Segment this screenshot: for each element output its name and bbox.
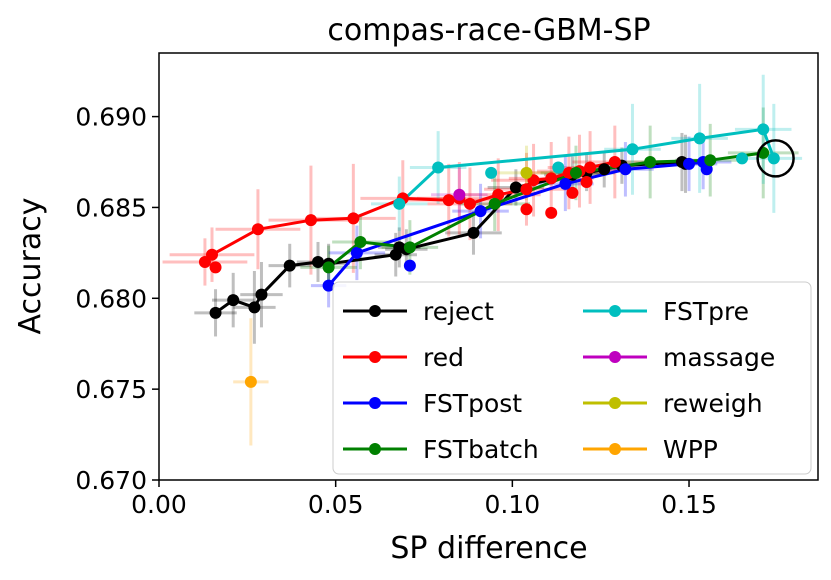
x-axis: 0.00 0.05 0.10 0.15 [131,480,717,519]
fstpre-point [432,161,445,174]
legend-red-label: red [423,343,464,372]
reject-point [283,259,296,272]
fstpost-point [403,259,416,272]
fstpost-point [350,246,363,259]
wpp-point [244,375,257,388]
legend-fstbatch-label: FSTbatch [423,435,539,464]
fstbatch-point [322,261,335,274]
red-point [463,197,476,210]
highlight-layer [756,139,795,178]
highlight-circle [756,139,795,178]
massage-point [453,188,466,201]
red-point [608,156,621,169]
fstbatch-point [354,235,367,248]
legend-massage-label: massage [663,343,775,372]
red-point [520,183,533,196]
chart-title: compas-race-GBM-SP [327,13,650,48]
legend-fstpre-marker [609,305,621,317]
y-tick-label: 0.670 [75,466,147,495]
fstpost-point [322,279,335,292]
red-point [304,214,317,227]
legend-massage-marker [609,351,621,363]
y-axis: 0.670 0.675 0.680 0.685 0.690 [75,103,159,495]
fstpre-point [757,123,770,136]
fstpre-point [693,132,706,145]
legend-reject-marker [369,305,381,317]
red-point [580,176,593,189]
reject-point [598,163,611,176]
fstbatch-point [644,156,657,169]
red-point [209,261,222,274]
reject-point [509,181,522,194]
y-tick-label: 0.680 [75,284,147,313]
y-tick-label: 0.685 [75,193,147,222]
x-tick-label: 0.15 [661,490,717,519]
legend-wpp-marker [609,443,621,455]
legend-fstpost-label: FSTpost [423,389,522,418]
reject-point [248,301,261,314]
legend-fstpost-marker [369,397,381,409]
fstpost-point [619,163,632,176]
fstpost-point [559,177,572,190]
red-point [566,186,579,199]
red-point [520,203,533,216]
fstbatch-point [488,197,501,210]
reject-point [312,255,325,268]
legend-fstbatch-marker [369,443,381,455]
red-point [584,161,597,174]
red-point [347,212,360,225]
x-tick-label: 0.05 [308,490,364,519]
fstpre-point [552,161,565,174]
reject-point [255,288,268,301]
legend-box [332,281,812,475]
plot-frame [158,52,819,481]
fstpre-point [485,166,498,179]
red-point [545,172,558,185]
fstpost-point [474,205,487,218]
fstbatch-point [403,241,416,254]
red-point [206,248,219,261]
legend-red-marker [369,351,381,363]
fstpost-point [700,163,713,176]
reject-point [467,226,480,239]
fstbatch-point [704,154,717,167]
series-points [198,123,780,388]
fstbatch-point [569,166,582,179]
legend: reject red FSTpost FSTbatch FSTpre massage rew… [332,281,812,475]
y-tick-label: 0.675 [75,375,147,404]
red-point [442,194,455,207]
y-tick-label: 0.690 [75,103,147,132]
reweigh-point [520,166,533,179]
y-axis-title: Accuracy [13,198,48,335]
fstpre-point [626,143,639,156]
x-axis-title: SP difference [390,531,587,566]
legend-reweigh-marker [609,397,621,409]
fstpre-point [767,152,780,165]
x-tick-label: 0.10 [485,490,541,519]
reject-point [227,294,240,307]
legend-wpp-label: WPP [663,435,718,464]
reject-point [209,306,222,319]
legend-fstpre-label: FSTpre [663,297,749,326]
x-tick-label: 0.00 [131,490,187,519]
fstpost-point [683,157,696,170]
red-point [492,188,505,201]
legend-reject-label: reject [423,297,494,326]
legend-reweigh-label: reweigh [663,389,763,418]
red-point [545,206,558,219]
fstpre-point [736,152,749,165]
fstpre-point [393,197,406,210]
red-point [251,223,264,236]
